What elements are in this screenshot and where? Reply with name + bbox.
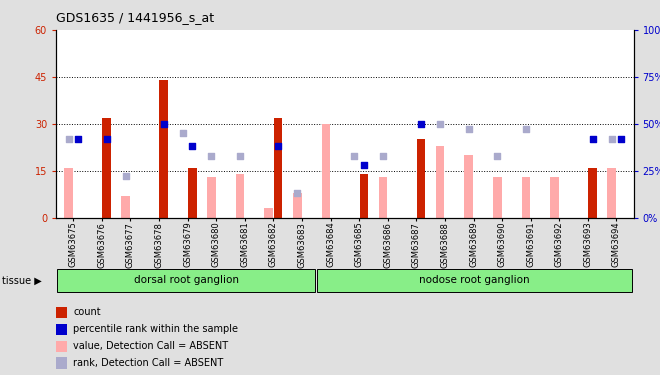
Bar	[379, 177, 387, 218]
Text: percentile rank within the sample: percentile rank within the sample	[73, 324, 238, 334]
Point	[273, 143, 283, 149]
Point	[435, 121, 446, 127]
Point	[63, 136, 74, 142]
Point	[187, 143, 197, 149]
Bar	[160, 80, 168, 218]
Point	[587, 136, 598, 142]
Text: dorsal root ganglion: dorsal root ganglion	[133, 275, 238, 285]
Text: tissue ▶: tissue ▶	[2, 275, 42, 285]
Bar	[265, 208, 273, 218]
Bar	[607, 168, 616, 217]
Point	[158, 121, 169, 127]
Bar	[550, 177, 559, 218]
Bar	[465, 155, 473, 218]
Point	[206, 153, 216, 159]
FancyBboxPatch shape	[317, 269, 632, 291]
Bar	[102, 117, 111, 218]
Bar	[56, 324, 67, 335]
Bar	[416, 140, 425, 218]
Point	[292, 190, 302, 196]
Point	[73, 136, 83, 142]
Bar	[293, 192, 302, 217]
Bar	[64, 168, 73, 217]
Bar	[436, 146, 444, 218]
Bar	[521, 177, 530, 218]
Bar	[588, 168, 597, 217]
Bar	[493, 177, 502, 218]
Bar	[56, 340, 67, 352]
Text: value, Detection Call = ABSENT: value, Detection Call = ABSENT	[73, 341, 228, 351]
Text: count: count	[73, 307, 101, 317]
Point	[178, 130, 188, 136]
Bar	[56, 357, 67, 369]
Bar	[121, 196, 130, 217]
Bar	[321, 124, 330, 218]
Bar	[188, 168, 197, 217]
Bar	[56, 307, 67, 318]
Text: rank, Detection Call = ABSENT: rank, Detection Call = ABSENT	[73, 358, 223, 368]
Text: GDS1635 / 1441956_s_at: GDS1635 / 1441956_s_at	[56, 11, 214, 24]
Point	[463, 126, 474, 132]
Text: nodose root ganglion: nodose root ganglion	[420, 275, 530, 285]
Point	[492, 153, 503, 159]
Bar	[236, 174, 244, 217]
FancyBboxPatch shape	[57, 269, 315, 291]
Point	[358, 162, 369, 168]
Bar	[207, 177, 216, 218]
Point	[607, 136, 617, 142]
Point	[101, 136, 112, 142]
Bar	[274, 117, 282, 218]
Point	[120, 173, 131, 179]
Point	[378, 153, 388, 159]
Point	[349, 153, 360, 159]
Point	[416, 121, 426, 127]
Point	[235, 153, 246, 159]
Point	[616, 136, 626, 142]
Point	[521, 126, 531, 132]
Bar	[360, 174, 368, 217]
